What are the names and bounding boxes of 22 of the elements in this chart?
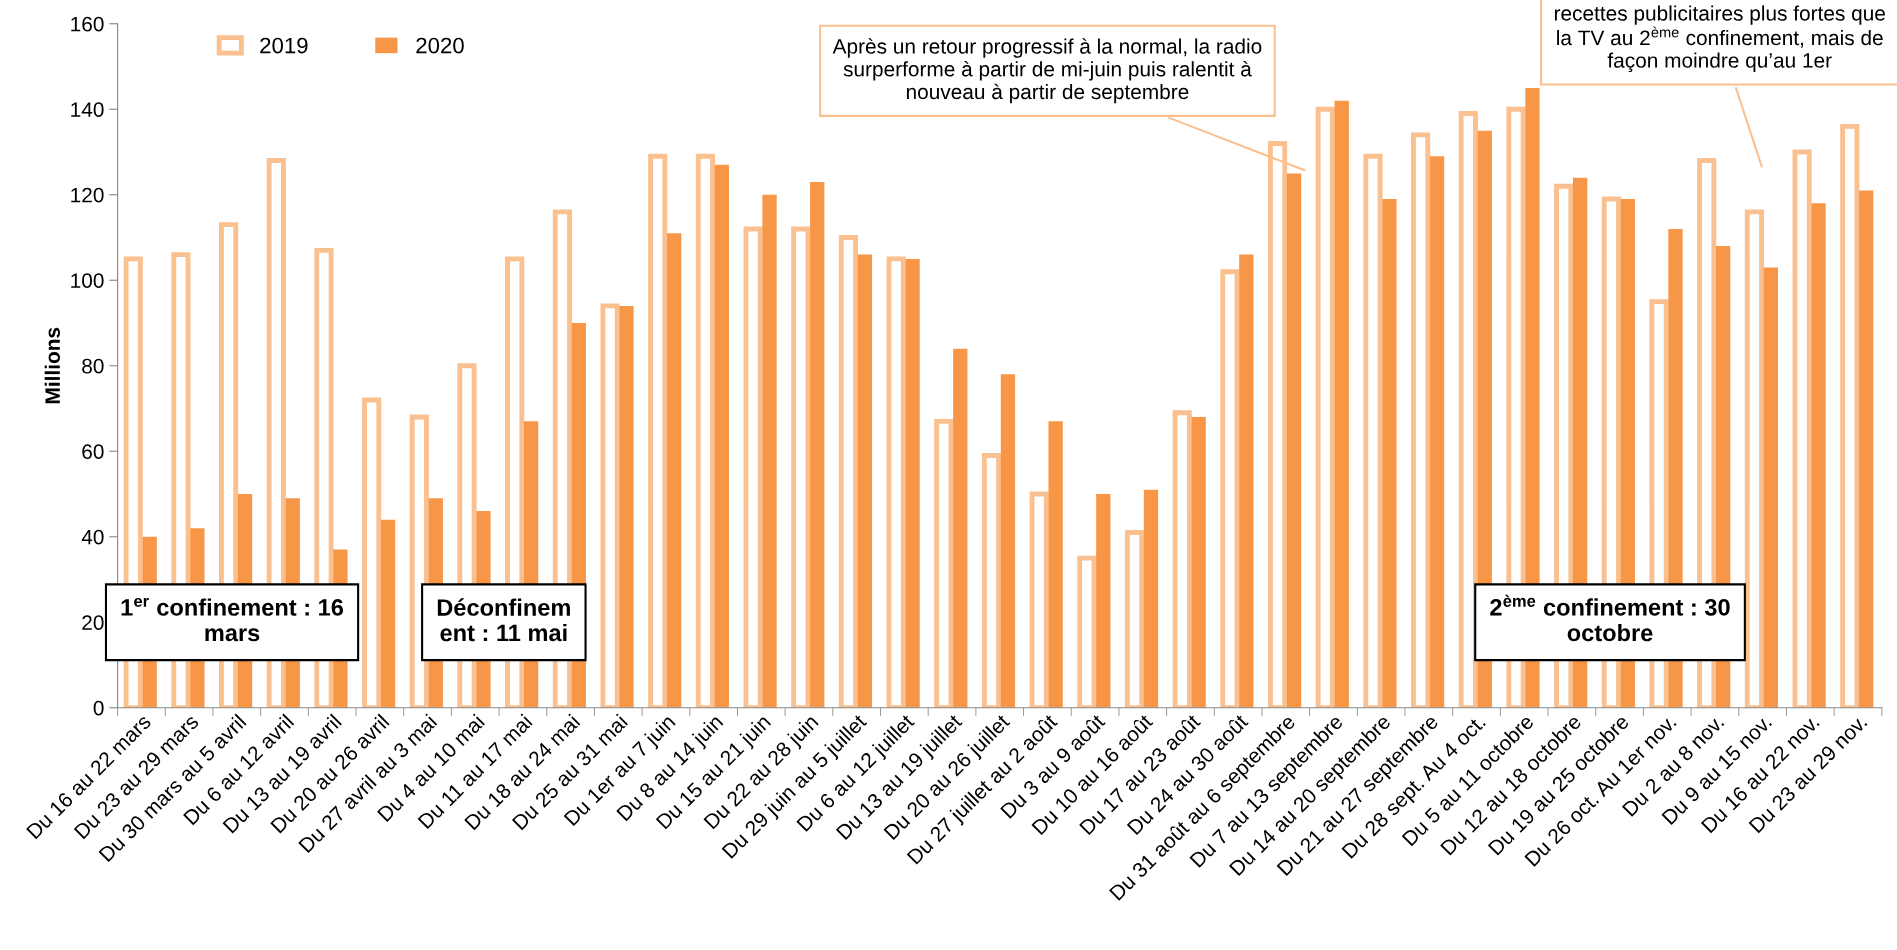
bar [905,258,920,708]
y-tick-label: 80 [82,358,104,374]
annotation: recettes publicitaires plus fortes que la TV au 2$^{ème}$ confinement, mais de façon moindre qu’au 1er [1554,5,1885,73]
bar [762,194,777,708]
annotation: 2$^{ème}$ confinement : 30 octobre [1490,594,1730,642]
annotation: 1$^{er}$ confinement : 16 mars [121,597,344,642]
y-axis-title: Millions [44,327,60,404]
y-tick-label: 40 [81,529,104,545]
annotation: Déconfinem ent : 11 mai [437,598,570,642]
y-tick-label: 100 [71,273,104,288]
y-tick-label: 20 [82,615,104,630]
y-tick-label: 140 [71,102,104,117]
y-tick-label: 120 [71,187,104,203]
y-tick-label: 160 [71,16,104,32]
annotation: Après un retour progressif à la normal, la radio surperforme à partir de mi-juin puis ralentit à nouveau à partir de septembre [832,38,1262,104]
y-tick-label: 0 [93,700,104,716]
bar [1239,254,1254,708]
bar [619,305,634,708]
bar [1811,203,1826,708]
legend-label: 2020 [416,37,464,54]
y-tick-label: 60 [82,444,104,459]
legend-label: 2019 [260,37,308,54]
